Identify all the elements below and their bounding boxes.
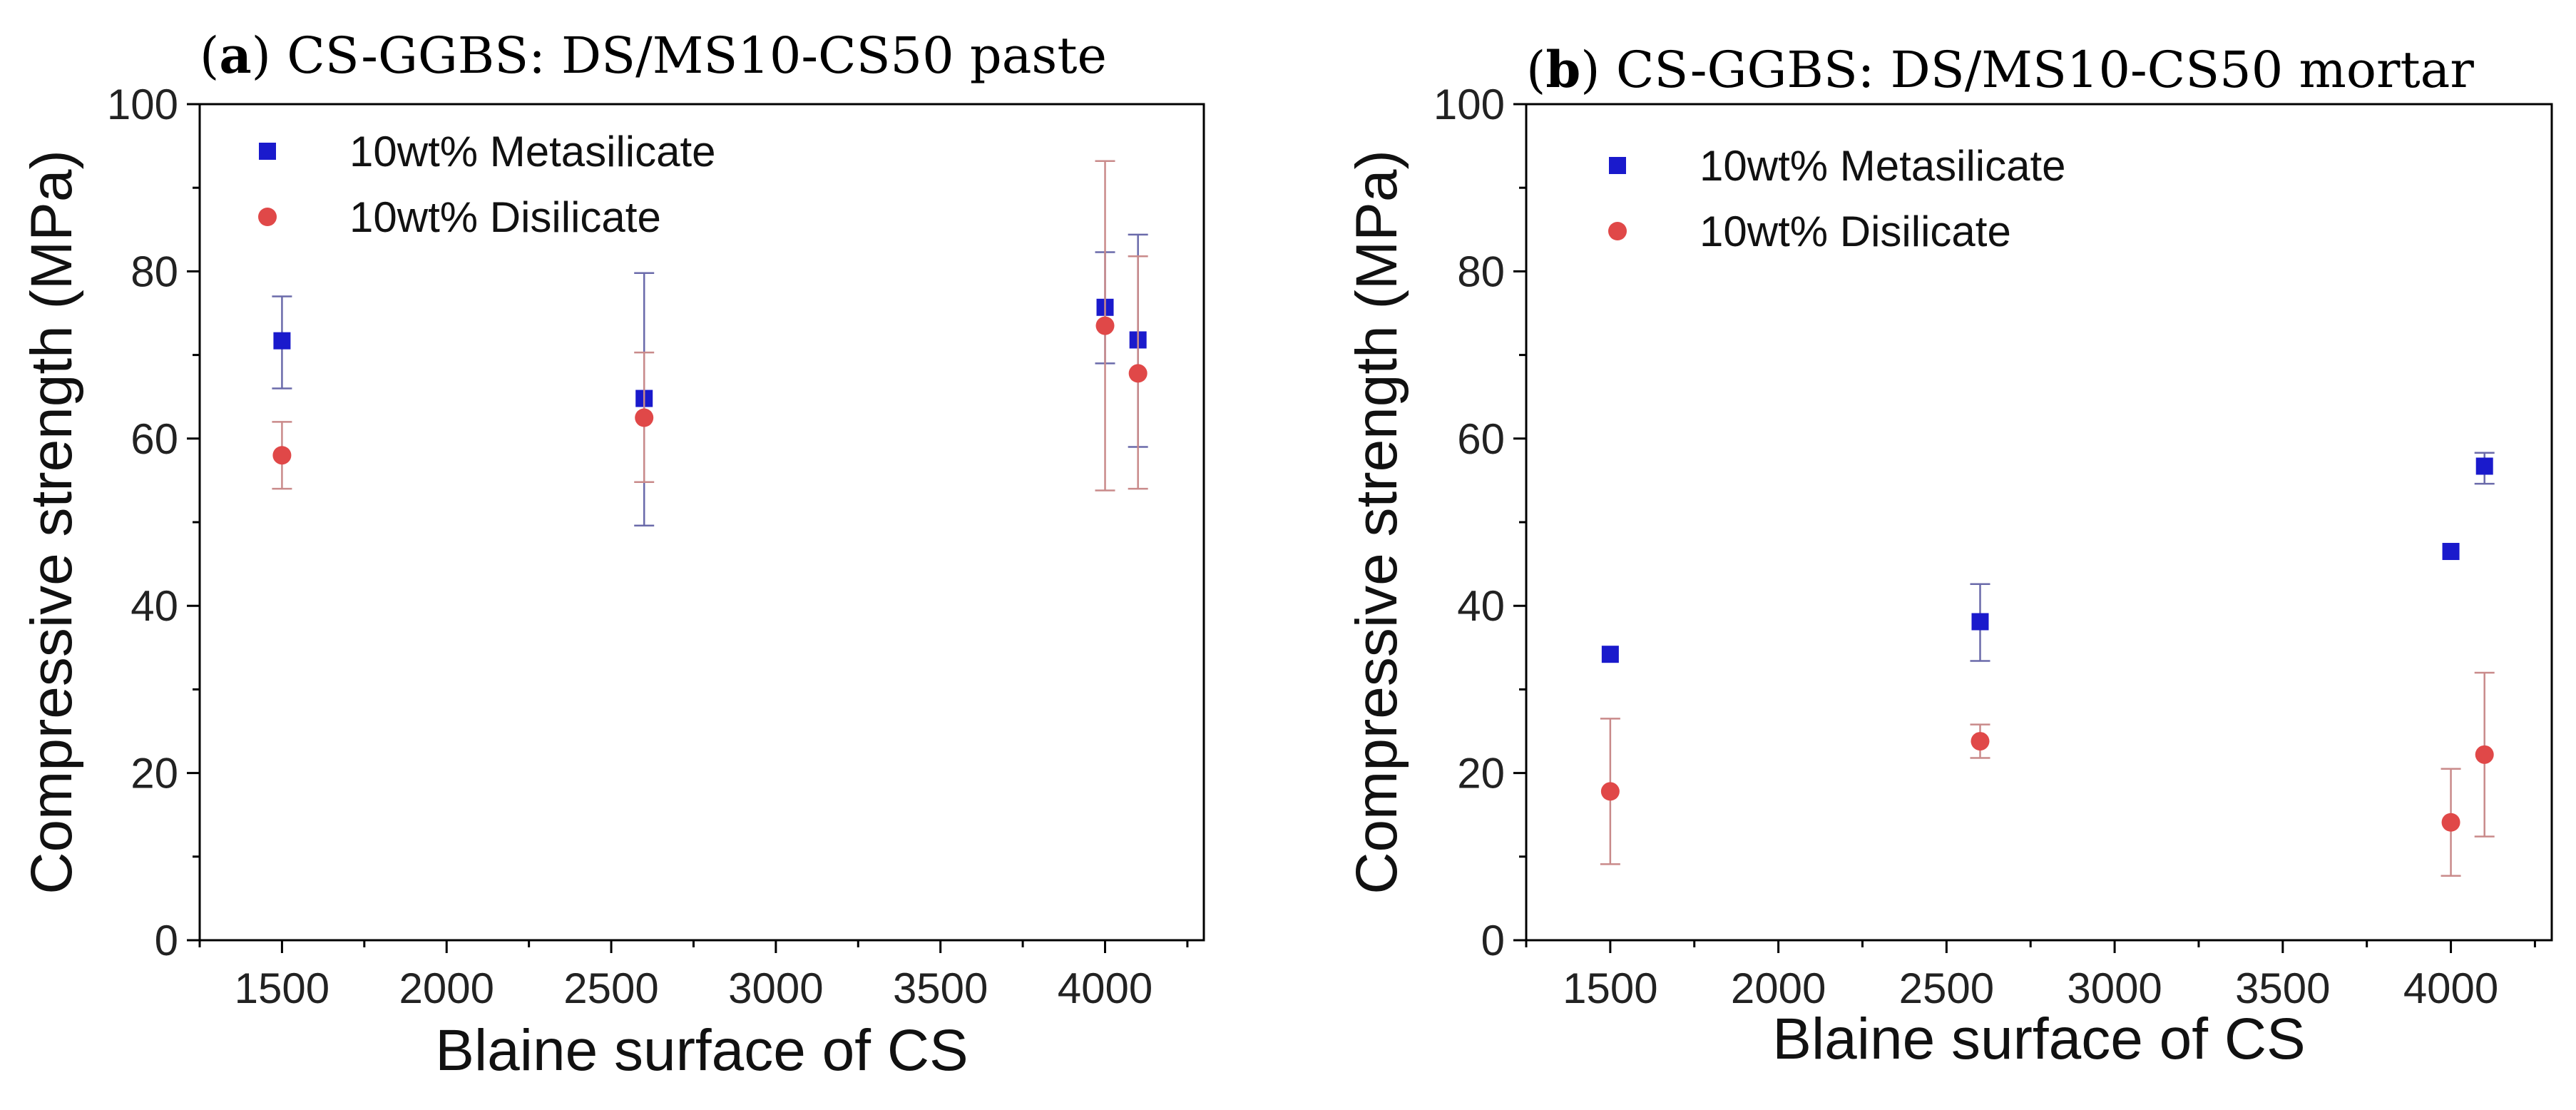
plot-frame [1525, 103, 2553, 942]
x-tick-label: 1500 [1563, 964, 1657, 1012]
data-point [2475, 745, 2494, 764]
y-tick-label: 100 [107, 81, 178, 128]
series-disilicate [272, 160, 1148, 492]
data-point [1971, 732, 1990, 751]
data-point [1601, 646, 1619, 663]
chart-svg: (b) CS-GGBS: DS/MS10-CS50 mortar 1500 2000… [1344, 40, 2553, 1071]
legend-label: 10wt% Metasilicate [349, 128, 716, 175]
x-tick-label: 2500 [563, 964, 658, 1012]
legend-label: 10wt% Metasilicate [1700, 142, 2066, 190]
legend-marker [1609, 157, 1626, 174]
data-point [1600, 782, 1620, 801]
y-tick-label: 20 [131, 750, 178, 798]
y-axis-label: Compressive strength (MPa) [1344, 150, 1409, 895]
chart-title-text: CS-GGBS: DS/MS10-CS50 paste [287, 26, 1107, 85]
y-axis-label: Compressive strength (MPa) [19, 150, 84, 895]
x-tick-label: 2500 [1899, 964, 1994, 1012]
data-point [635, 408, 654, 427]
x-tick-label: 1500 [235, 964, 329, 1012]
x-axis-label: Blaine surface of CS [435, 1018, 968, 1083]
series-metasilicate [272, 233, 1148, 526]
data-point [1095, 316, 1115, 335]
panel-letter: b [1545, 40, 1580, 99]
legend-marker [258, 208, 277, 226]
data-point [2442, 543, 2460, 561]
data-point [2475, 457, 2493, 475]
y-tick-label: 60 [1457, 415, 1505, 463]
x-tick-label: 4000 [1058, 964, 1152, 1012]
x-tick-label: 3500 [893, 964, 988, 1012]
legend-label: 10wt% Disilicate [349, 193, 661, 241]
y-tick-label: 100 [1433, 81, 1505, 128]
y-tick-label: 40 [131, 582, 178, 630]
legend: 10wt% Metasilicate 10wt% Disilicate [258, 128, 716, 241]
y-tick-label: 20 [1457, 750, 1505, 798]
chart-title: (a) CS-GGBS: DS/MS10-CS50 paste [200, 26, 1107, 85]
chart-title: (b) CS-GGBS: DS/MS10-CS50 mortar [1526, 40, 2474, 99]
data-point [272, 446, 292, 465]
x-tick-label: 3500 [2235, 964, 2330, 1012]
x-tick-label: 3000 [2067, 964, 2162, 1012]
chart-title-text: CS-GGBS: DS/MS10-CS50 mortar [1616, 41, 2474, 99]
x-tick-label: 3000 [728, 964, 823, 1012]
y-tick-label: 0 [155, 917, 178, 964]
data-point [273, 332, 291, 350]
y-tick-label: 40 [1457, 582, 1505, 630]
y-tick-label: 0 [1481, 917, 1505, 964]
legend: 10wt% Metasilicate 10wt% Disilicate [1608, 142, 2066, 255]
chart-panel-a: (a) CS-GGBS: DS/MS10-CS50 paste 1500 2000 2… [0, 0, 1284, 1110]
y-tick-label: 80 [131, 248, 178, 295]
x-axis-label: Blaine surface of CS [1772, 1007, 2306, 1071]
legend-label: 10wt% Disilicate [1700, 208, 2011, 255]
y-tick-label: 60 [131, 415, 178, 463]
panel-letter: a [219, 26, 251, 85]
x-tick-label: 2000 [399, 964, 494, 1012]
legend-marker [1608, 222, 1627, 240]
data-point [1971, 613, 1989, 631]
chart-panel-b: (b) CS-GGBS: DS/MS10-CS50 mortar 1500 2000… [1284, 0, 2576, 1110]
x-tick-label: 4000 [2403, 964, 2498, 1012]
x-tick-label: 2000 [1731, 964, 1826, 1012]
chart-svg: (a) CS-GGBS: DS/MS10-CS50 paste 1500 2000 2… [19, 26, 1205, 1083]
series-disilicate [1600, 671, 2495, 877]
series-metasilicate [1601, 452, 2495, 663]
data-point [2441, 813, 2460, 832]
y-tick-label: 80 [1457, 248, 1505, 295]
legend-marker [259, 143, 276, 160]
data-point [1128, 364, 1148, 383]
